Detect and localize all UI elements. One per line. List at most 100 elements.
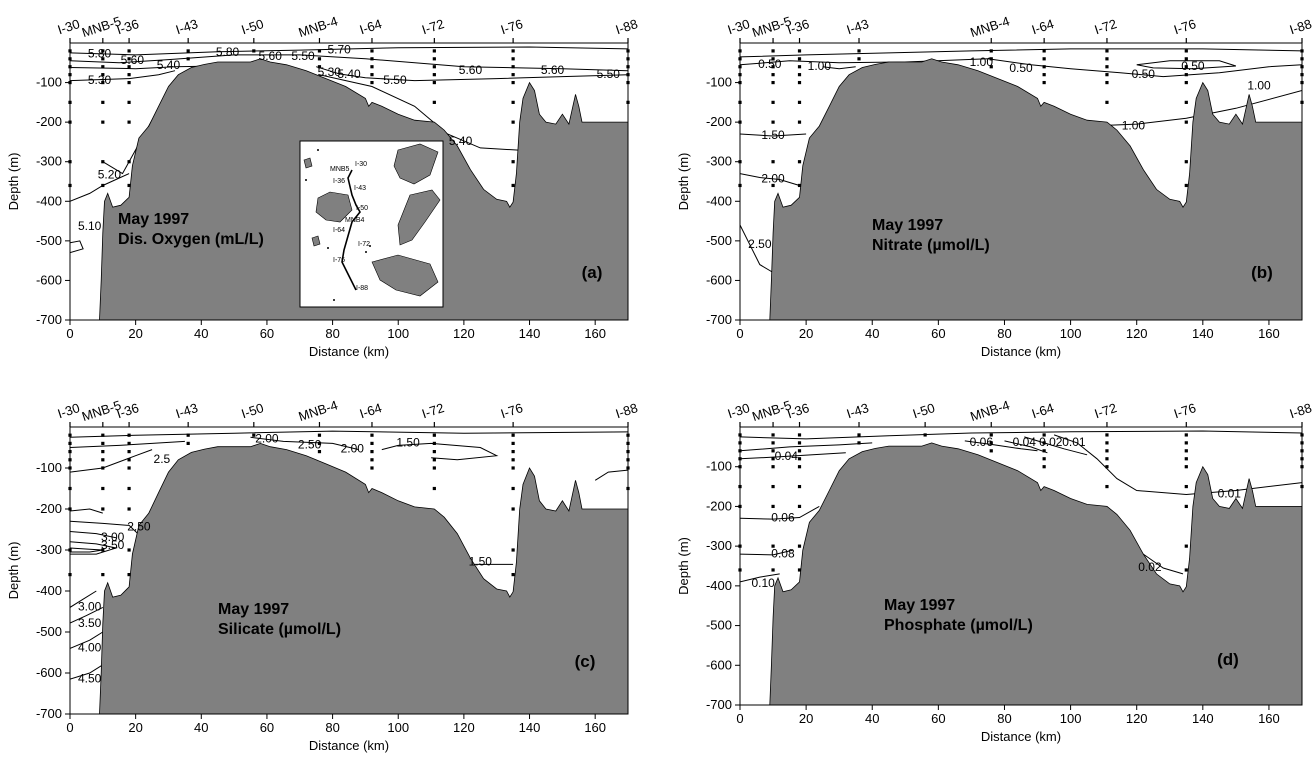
sample-point — [511, 160, 515, 164]
sample-point — [989, 49, 993, 53]
sample-point — [511, 100, 515, 104]
contour-lines — [740, 48, 1302, 273]
sample-point — [1042, 457, 1046, 461]
sample-point — [797, 100, 802, 104]
sample-point — [1184, 457, 1188, 461]
sample-point — [771, 160, 775, 164]
station-label: I-43 — [174, 400, 200, 421]
sample-point — [511, 450, 515, 454]
x-tick-label: 120 — [453, 720, 475, 735]
sample-point — [317, 433, 322, 437]
sample-point — [857, 441, 861, 445]
x-tick-label: 40 — [865, 326, 879, 341]
x-axis-label: Distance (km) — [981, 729, 1061, 744]
sample-point — [432, 450, 436, 454]
contour-label: 1.00 — [808, 59, 832, 73]
x-tick-label: 80 — [325, 720, 339, 735]
inset-station-label: I-64 — [333, 227, 345, 234]
sample-point — [101, 80, 105, 85]
sample-point — [771, 568, 775, 572]
contour-label: 0.02 — [1039, 435, 1063, 449]
x-tick-label: 120 — [1126, 326, 1148, 341]
sample-point — [797, 544, 802, 548]
sample-point — [857, 49, 861, 53]
sample-point — [317, 49, 322, 53]
sample-point — [511, 441, 515, 445]
sample-point — [797, 441, 802, 445]
contour-label: 5.60 — [541, 63, 565, 77]
sample-point — [797, 433, 802, 437]
y-tick-label: -300 — [36, 542, 62, 557]
contour-label: 2.50 — [748, 237, 772, 251]
x-tick-label: 160 — [1258, 326, 1280, 341]
sample-point — [771, 484, 775, 489]
y-tick-label: -600 — [36, 272, 62, 287]
x-tick-label: 140 — [519, 326, 541, 341]
sample-point — [511, 548, 515, 552]
x-tick-label: 60 — [931, 326, 945, 341]
inset-transect — [341, 169, 361, 291]
sample-point — [101, 573, 105, 577]
contour-line — [70, 541, 118, 555]
sample-point — [771, 183, 775, 188]
sample-point — [370, 65, 374, 69]
plot-frame — [69, 42, 629, 321]
sample-point — [432, 433, 436, 437]
station-label: I-76 — [1172, 400, 1198, 421]
sample-point — [1184, 160, 1188, 164]
sample-point — [511, 65, 515, 69]
x-tick-label: 80 — [997, 326, 1011, 341]
y-tick-label: -500 — [706, 618, 732, 633]
station-label: I-50 — [239, 400, 265, 421]
station-label: I-43 — [174, 16, 200, 37]
sample-point — [127, 100, 131, 104]
sample-point — [1184, 65, 1188, 69]
sample-point — [989, 433, 993, 437]
contour-label: 0.04 — [775, 449, 799, 463]
contour-label: 1.50 — [469, 554, 493, 568]
station-label: I-43 — [845, 400, 871, 421]
sample-point — [1105, 433, 1109, 437]
panel-annotation: May 1997 — [884, 597, 955, 614]
contour-line — [740, 505, 820, 520]
y-tick-label: -500 — [706, 233, 732, 248]
contour-label: 0.10 — [751, 576, 775, 590]
sample-point — [989, 57, 993, 61]
sample-point — [1042, 80, 1046, 85]
sample-point — [101, 65, 105, 69]
sample-point — [1105, 57, 1109, 61]
panel-annotation: May 1997 — [872, 217, 943, 234]
sample-point — [1105, 65, 1109, 69]
contour-line — [70, 46, 628, 56]
x-tick-label: 140 — [1192, 326, 1214, 341]
sample-point — [797, 504, 802, 509]
y-tick-label: -500 — [36, 624, 62, 639]
contour-label: 5.40 — [337, 67, 361, 81]
x-tick-label: 160 — [584, 326, 606, 341]
station-label: I-50 — [911, 400, 937, 421]
contour-label: 5.50 — [383, 73, 407, 87]
contour-label: 5.60 — [459, 63, 483, 77]
sample-point — [127, 183, 131, 188]
contour-line — [1004, 440, 1048, 454]
sample-point — [127, 433, 131, 437]
station-label: I-36 — [785, 400, 811, 421]
sample-point — [989, 65, 993, 69]
contour-line — [822, 66, 856, 70]
sample-point — [1042, 49, 1046, 53]
sample-point — [1184, 484, 1188, 489]
x-tick-label: 140 — [1192, 711, 1214, 726]
sample-point — [432, 65, 436, 69]
sample-point — [797, 80, 802, 85]
contour-label: 5.30 — [88, 73, 112, 87]
y-tick-label: -200 — [706, 498, 732, 513]
y-tick-label: -700 — [706, 697, 732, 712]
inset-station-label: I-76 — [333, 257, 345, 264]
panel-annotation: Nitrate (µmol/L) — [872, 237, 990, 254]
sample-point — [101, 183, 105, 188]
sample-point — [1184, 120, 1188, 124]
sample-point — [857, 57, 861, 61]
sample-point — [771, 73, 775, 77]
sample-point — [511, 49, 515, 53]
sample-point — [252, 433, 256, 437]
